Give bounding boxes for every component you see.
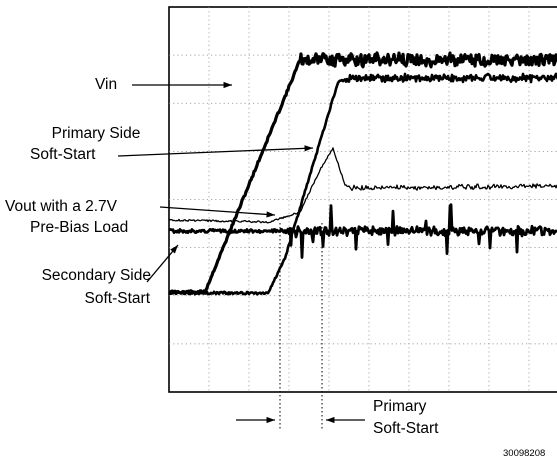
pointer-secondary-side-head <box>170 245 178 254</box>
label-vin: Vin <box>95 76 118 93</box>
pointer-vout <box>159 206 276 216</box>
pointer-primary-side-head <box>304 145 313 152</box>
pointer-bottom-left-head <box>266 416 275 424</box>
label-bottom-primary-line1: Primary <box>373 398 427 415</box>
label-secondary-side-line1: Secondary Side <box>41 267 151 284</box>
label-primary-side-line2: Soft-Start <box>30 146 96 163</box>
annotation-pointers <box>117 81 365 430</box>
pointer-vout-head <box>266 211 275 218</box>
trace-primary-soft-start <box>168 147 557 224</box>
pointer-primary-side <box>117 147 314 157</box>
pointer-vin-head <box>223 81 232 89</box>
trace-vout <box>168 203 557 259</box>
label-secondary-side-line2: Soft-Start <box>84 290 150 307</box>
trace-secondary-soft-start <box>168 72 557 296</box>
label-vout-line1: Vout with a 2.7V <box>5 198 118 215</box>
label-primary-side-line1: Primary Side <box>51 125 141 142</box>
pointer-bottom-right-head <box>326 416 335 424</box>
traces <box>168 51 557 296</box>
grid <box>169 7 557 392</box>
label-vout-line2: Pre-Bias Load <box>30 219 129 236</box>
figure-number: 30098208 <box>503 448 546 459</box>
label-bottom-primary-line2: Soft-Start <box>373 420 439 437</box>
trace-vin <box>168 51 557 295</box>
